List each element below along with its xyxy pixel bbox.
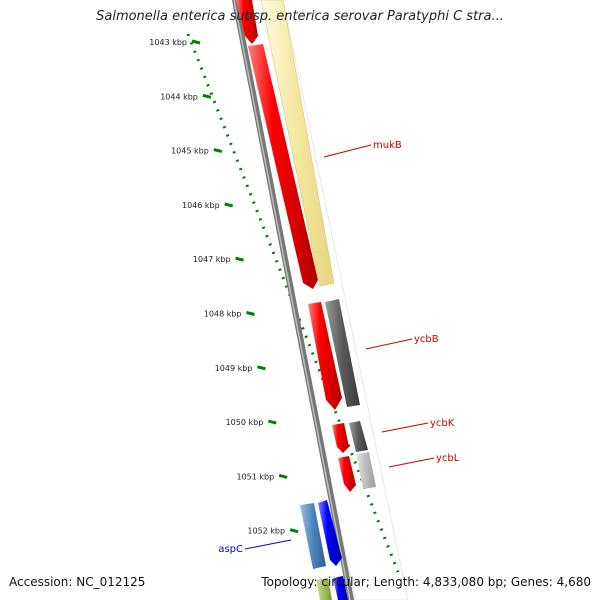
feature-grey-ycbB [325, 299, 360, 407]
ruler-tick-label: 1049 kbp [215, 364, 253, 373]
accession-text: Accession: NC_012125 [9, 575, 146, 589]
ruler-tick-label: 1045 kbp [171, 147, 209, 156]
gene-arrow-ycbB [308, 302, 342, 410]
map-title: Salmonella enterica subsp. enterica sero… [96, 9, 504, 24]
ruler-tick [191, 39, 201, 45]
ruler-ticks: 1043 kbp 1044 kbp 1045 kbp 1046 kbp 1047 kbp… [149, 38, 299, 536]
gene-arrow-ycbK [332, 423, 349, 453]
backbone-line [231, 0, 355, 600]
backbone-highlight [233, 0, 351, 600]
leader-line-aspC [244, 539, 292, 550]
gene-arrow-bottom [333, 576, 348, 600]
ruler-tick [235, 256, 244, 262]
ruler-tick [267, 419, 277, 425]
leader-line-mukB [323, 144, 372, 158]
feature-grey-ycbL [356, 452, 376, 489]
feature-yellow-mukB [260, 0, 335, 287]
leader-line-ycbL [388, 457, 435, 468]
gene-label-ycbK: ycbK [430, 418, 455, 429]
feature-steelblue-aspC [300, 503, 326, 569]
ruler-tick-label: 1043 kbp [149, 38, 187, 47]
gene-arrow-mukB [248, 44, 318, 289]
gene-arrow-ycbL [338, 456, 356, 492]
gene-label-ycbB: ycbB [414, 334, 439, 345]
ruler-tick [202, 93, 212, 99]
ruler-tick [289, 528, 299, 534]
genome-summary-text: Topology: circular; Length: 4,833,080 bp… [261, 575, 591, 589]
ruler-tick-label: 1050 kbp [226, 418, 264, 427]
feature-grey-ycbK [349, 421, 368, 452]
ruler-tick [246, 311, 255, 316]
ruler-tick-label: 1047 kbp [193, 255, 231, 264]
ruler-tick [257, 365, 266, 371]
ruler-tick-label: 1052 kbp [247, 527, 285, 536]
ruler-tick-label: 1048 kbp [204, 310, 242, 319]
gene-label-ycbL: ycbL [436, 453, 460, 464]
leader-line-ycbK [381, 422, 429, 433]
ruler-tick [278, 473, 288, 479]
ruler-tick-label: 1046 kbp [182, 201, 220, 210]
ruler-tick-label: 1044 kbp [160, 92, 198, 101]
gene-label-aspC: aspC [218, 544, 243, 555]
feature-olive-bottom [316, 578, 332, 600]
ruler-tick [213, 148, 223, 154]
gene-arrow-aspC [318, 500, 342, 566]
leader-line-ycbB [365, 338, 413, 350]
ruler-tick-label: 1051 kbp [236, 472, 274, 481]
gene-arrow-top [236, 0, 258, 44]
ruler-tick [224, 202, 234, 208]
gene-label-mukB: mukB [373, 140, 402, 151]
